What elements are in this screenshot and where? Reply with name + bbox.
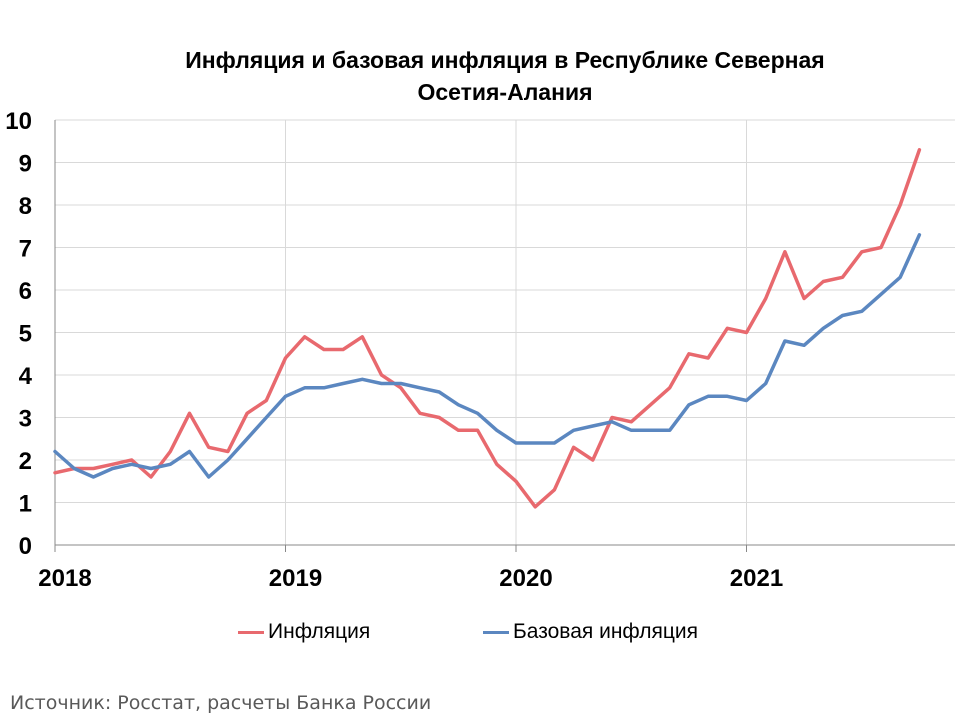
legend-swatch-inflation	[238, 630, 264, 634]
x-tick-label: 2020	[499, 565, 552, 592]
y-tick-label: 5	[19, 321, 32, 348]
chart-title: Инфляция и базовая инфляция в Республике…	[0, 44, 960, 108]
tick-labels: 0 1 2 3 4 5 6 7 8 9 10 2018 2019 2020 2021	[5, 108, 783, 592]
y-tick-label: 10	[5, 108, 32, 135]
y-tick-label: 2	[19, 448, 32, 475]
legend-item-core-inflation: Базовая инфляция	[483, 620, 698, 644]
legend-item-inflation: Инфляция	[238, 620, 370, 644]
source-note: Источник: Росстат, расчеты Банка России	[10, 692, 432, 714]
series-lines	[53, 148, 922, 509]
axes	[54, 120, 955, 552]
y-tick-label: 7	[19, 236, 32, 263]
x-tick-label: 2018	[38, 565, 91, 592]
y-tick-label: 3	[19, 406, 32, 433]
series-line-inflation	[53, 148, 922, 509]
gridlines	[55, 119, 955, 545]
y-tick-label: 8	[19, 193, 32, 220]
x-tick-label: 2021	[730, 565, 783, 592]
x-tick-label: 2019	[269, 565, 322, 592]
legend-swatch-core-inflation	[483, 630, 509, 634]
chart-title-line-2: Осетия-Алания	[417, 79, 593, 105]
legend-label-inflation: Инфляция	[268, 620, 371, 643]
line-chart: 0 1 2 3 4 5 6 7 8 9 10 2018 2019 2020 2021	[5, 108, 955, 592]
y-tick-label: 6	[19, 278, 32, 305]
legend-label-core-inflation: Базовая инфляция	[513, 620, 699, 643]
y-tick-label: 4	[19, 363, 33, 390]
y-tick-label: 0	[19, 533, 32, 560]
y-tick-label: 1	[19, 491, 32, 518]
y-tick-label: 9	[19, 151, 32, 178]
chart-title-line-1: Инфляция и базовая инфляция в Республике…	[185, 47, 825, 73]
series-line-core-inflation	[53, 233, 922, 479]
